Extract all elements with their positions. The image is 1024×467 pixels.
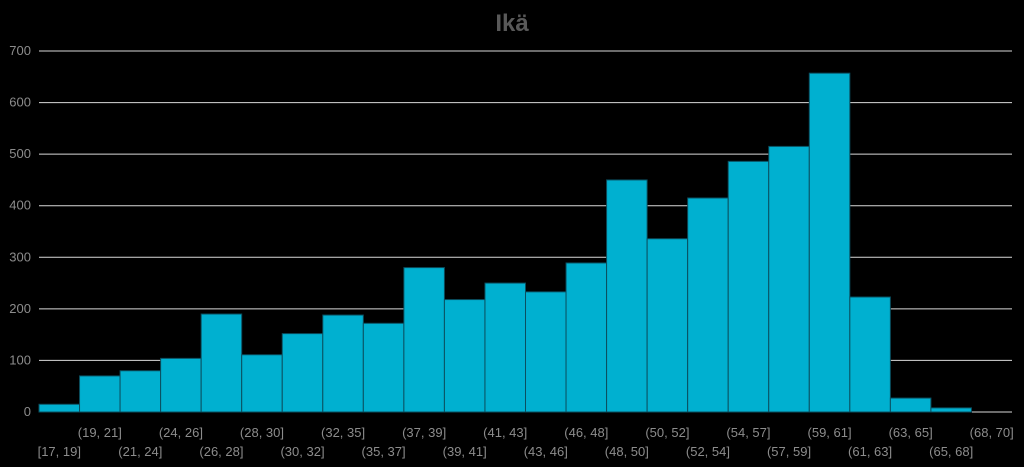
x-tick-label: (57, 59] (767, 444, 811, 459)
y-axis-ticks: 0 100 200 300 400 500 600 700 (9, 43, 31, 419)
x-tick-label: (30, 32] (280, 444, 324, 459)
bars (38, 72, 972, 413)
bar-2 (119, 370, 162, 413)
x-tick-label: (35, 37] (362, 444, 406, 459)
bar-12 (525, 291, 567, 413)
bar-17 (727, 160, 770, 413)
bar-9 (403, 267, 445, 413)
y-tick-label: 0 (24, 404, 31, 419)
chart-title: Ikä (495, 10, 529, 37)
bar-18 (768, 145, 810, 413)
x-tick-label: (21, 24] (118, 444, 162, 459)
bar-4 (200, 313, 243, 413)
bar-15 (646, 238, 689, 413)
x-tick-label: (43, 46] (524, 444, 568, 459)
x-tick-label: (32, 35] (321, 425, 365, 440)
bar-3 (160, 357, 202, 413)
x-tick-label: (26, 28] (199, 444, 243, 459)
bar-16 (687, 197, 729, 413)
bar-5 (241, 354, 283, 413)
x-tick-label: (54, 57] (726, 425, 770, 440)
x-tick-label: (59, 61] (808, 425, 852, 440)
y-tick-label: 700 (9, 43, 31, 58)
bar-21 (889, 397, 932, 413)
bar-7 (322, 314, 364, 413)
bar-1 (79, 375, 121, 413)
y-tick-label: 500 (9, 146, 31, 161)
x-tick-label: (24, 26] (159, 425, 203, 440)
x-tick-label: (52, 54] (686, 444, 730, 459)
x-tick-label: (46, 48] (564, 425, 608, 440)
bar-14 (606, 179, 648, 413)
x-tick-label: [17, 19] (38, 444, 81, 459)
x-axis-ticks: [17, 19] (19, 21] (21, 24] (24, 26] (26, 28]… (38, 425, 1014, 459)
bar-6 (281, 333, 324, 413)
y-tick-label: 400 (9, 198, 31, 213)
x-tick-label: (48, 50] (605, 444, 649, 459)
bar-11 (484, 282, 527, 413)
y-tick-label: 600 (9, 95, 31, 110)
x-tick-label: (39, 41] (443, 444, 487, 459)
bar-22 (930, 407, 972, 413)
x-tick-label: (19, 21] (78, 425, 122, 440)
y-tick-label: 200 (9, 301, 31, 316)
bar-0 (38, 403, 81, 413)
x-tick-label: (68, 70] (970, 425, 1014, 440)
bar-8 (362, 322, 405, 413)
x-tick-label: (37, 39] (402, 425, 446, 440)
y-tick-label: 300 (9, 249, 31, 264)
x-tick-label: (50, 52] (645, 425, 689, 440)
bar-13 (565, 262, 608, 413)
x-tick-label: (61, 63] (848, 444, 892, 459)
x-tick-label: (28, 30] (240, 425, 284, 440)
y-tick-label: 100 (9, 352, 31, 367)
x-tick-label: (65, 68] (929, 444, 973, 459)
x-tick-label: (63, 65] (889, 425, 933, 440)
bar-20 (849, 296, 891, 413)
x-tick-label: (41, 43] (483, 425, 527, 440)
bar-19 (808, 72, 851, 413)
bar-10 (443, 299, 486, 413)
